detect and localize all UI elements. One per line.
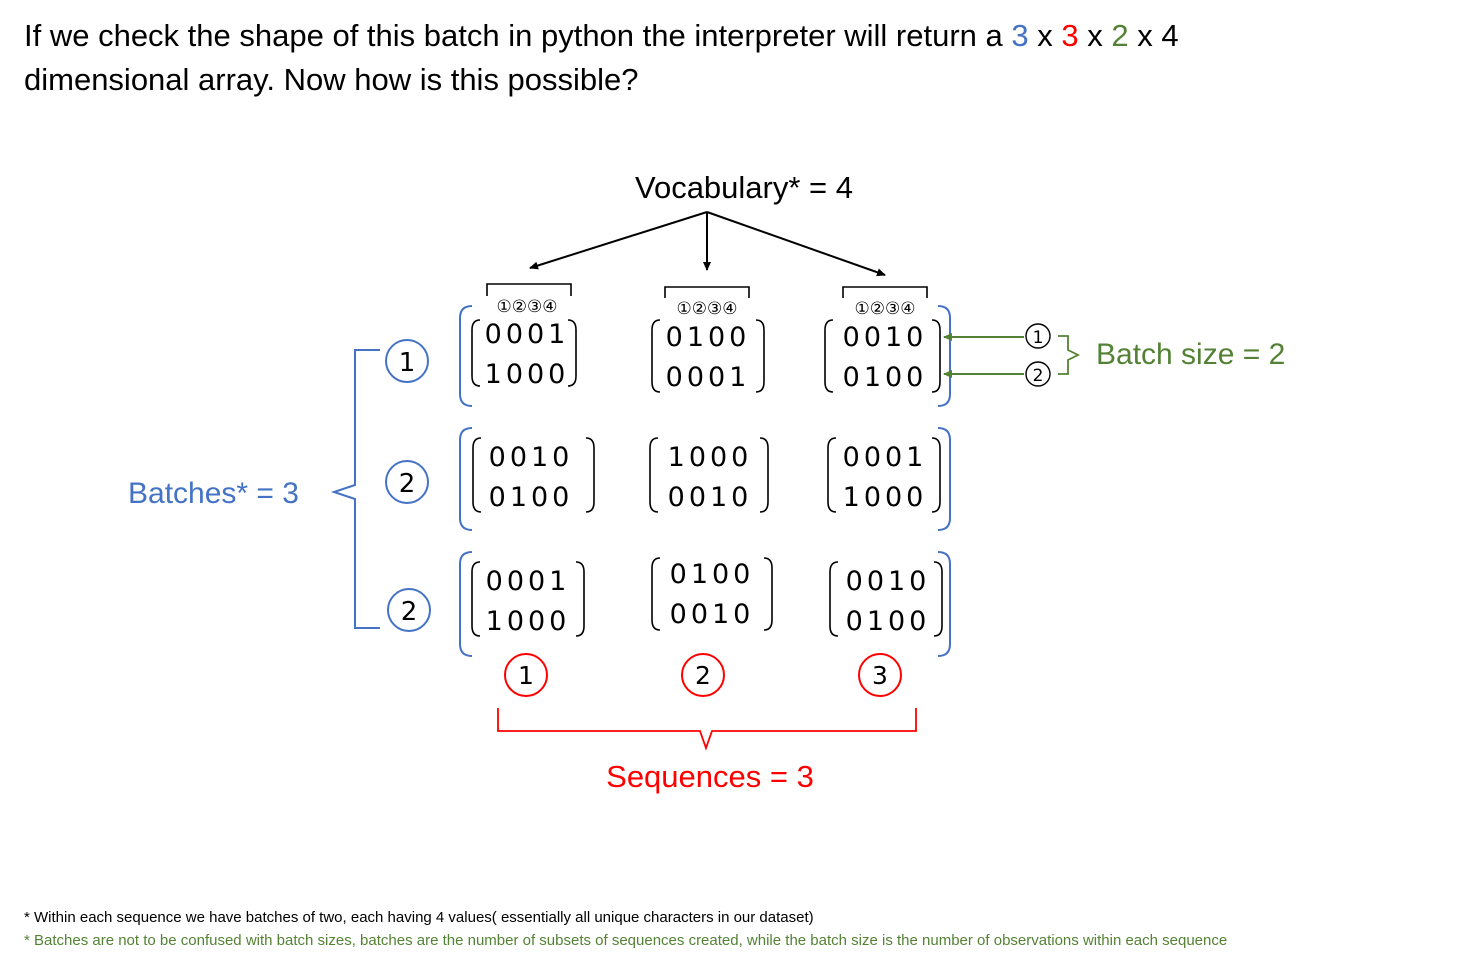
footnotes: * Within each sequence we have batches o…: [24, 906, 1444, 952]
batch-size-brace: [1058, 335, 1081, 375]
matrix-r2-c1-row1: 0010: [489, 442, 574, 473]
footnote-2: * Batches are not to be confused with ba…: [24, 932, 1228, 949]
batch-marker-1: 1: [399, 348, 416, 378]
sequence-marker-2: 2: [695, 661, 711, 690]
matrix-r1-c2-row2: 0001: [666, 362, 751, 393]
batch-size-markers: 1 2: [1025, 323, 1051, 387]
batch-row-brackets: [459, 305, 951, 657]
dim-sequences: 3: [1061, 18, 1079, 53]
vocab-index-1: ①②③④: [497, 297, 558, 317]
batch-markers: 1 2 2: [385, 339, 431, 632]
matrix-r2-c2-row2: 0010: [668, 482, 753, 513]
dim-batch-size: 2: [1111, 18, 1129, 53]
matrix-r3-c1-row1: 0001: [486, 566, 571, 597]
sequences-brace: [497, 708, 917, 751]
matrix-r2-c3-row2: 1000: [843, 482, 928, 513]
vocabulary-arrows: [529, 211, 886, 277]
matrix-r2-c2-row1: 1000: [668, 442, 753, 473]
vocab-index-2: ①②③④: [677, 299, 738, 319]
matrix-text: 0001 1000 0100 0001 0010 0100 0010 0100 …: [485, 319, 931, 637]
heading-line-2: dimensional array. Now how is this possi…: [24, 62, 639, 97]
sequence-markers: 1 2 3: [504, 653, 902, 697]
batch-size-marker-1: 1: [1033, 328, 1044, 348]
matrix-r3-c1-row2: 1000: [486, 606, 571, 637]
batches-brace: [330, 349, 380, 629]
batches-label: Batches* = 3: [128, 477, 299, 510]
vocab-index-3: ①②③④: [855, 299, 916, 319]
vocab-top-brackets: [486, 283, 928, 298]
matrix-r3-c2-row2: 0010: [670, 599, 755, 630]
matrix-r1-c1-row1: 0001: [485, 319, 570, 350]
dim-batches: 3: [1011, 18, 1029, 53]
heading: If we check the shape of this batch in p…: [24, 14, 1424, 102]
sequence-marker-1: 1: [518, 661, 534, 690]
dim-vocabulary: x 4: [1137, 18, 1179, 53]
matrix-r1-c3-row1: 0010: [843, 322, 928, 353]
batch-size-label: Batch size = 2: [1096, 338, 1285, 371]
batch-marker-3: 2: [401, 597, 418, 627]
matrix-r3-c3-row2: 0100: [846, 606, 931, 637]
heading-text: If we check the shape of this batch in p…: [24, 18, 1003, 53]
dim-sep-1: x: [1037, 18, 1053, 53]
matrix-r1-c1-row2: 1000: [485, 359, 570, 390]
dim-sep-2: x: [1087, 18, 1103, 53]
batch-size-marker-2: 2: [1033, 366, 1044, 386]
footnote-1: * Within each sequence we have batches o…: [24, 909, 814, 926]
sequences-label: Sequences = 3: [606, 759, 814, 794]
sequence-marker-3: 3: [872, 661, 888, 690]
matrix-r1-c2-row1: 0100: [666, 322, 751, 353]
matrix-grid: [471, 319, 943, 637]
matrix-r2-c1-row2: 0100: [489, 482, 574, 513]
vocabulary-label: Vocabulary* = 4: [635, 170, 853, 205]
matrix-r3-c3-row1: 0010: [846, 566, 931, 597]
batch-marker-2: 2: [399, 469, 416, 499]
matrix-r2-c3-row1: 0001: [843, 442, 928, 473]
matrix-r3-c2-row1: 0100: [670, 559, 755, 590]
batch-size-arrows: [943, 333, 1024, 378]
matrix-r1-c3-row2: 0100: [843, 362, 928, 393]
